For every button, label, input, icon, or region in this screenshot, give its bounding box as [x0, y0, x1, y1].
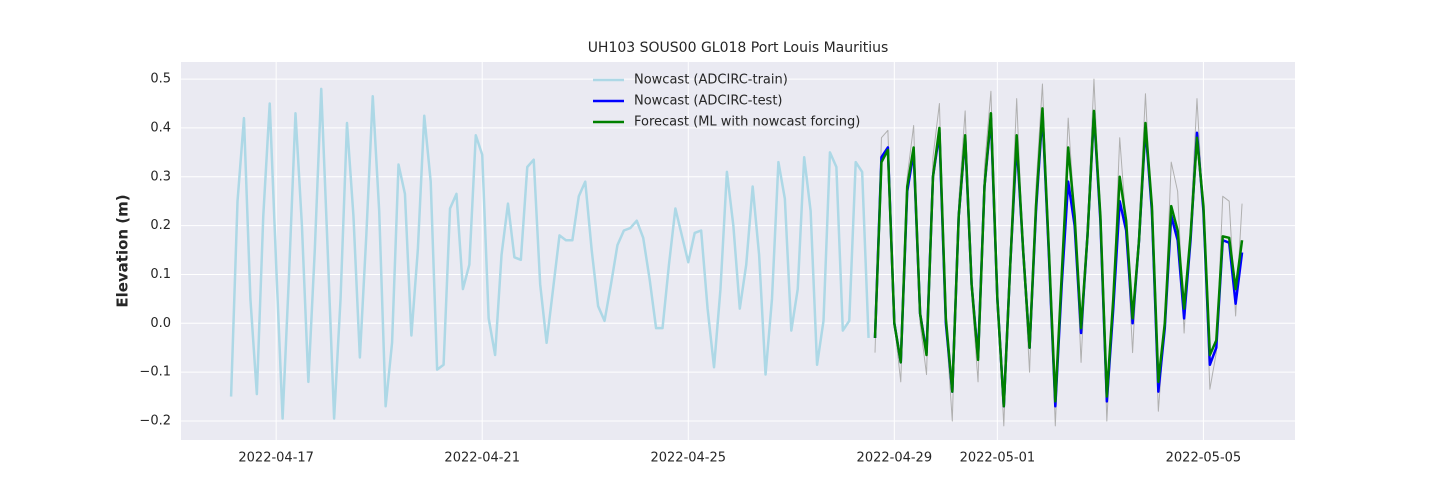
x-tick-label: 2022-05-05 [1166, 451, 1242, 466]
x-tick-label: 2022-04-29 [857, 451, 933, 466]
series-line [229, 87, 870, 420]
y-tick-label: 0.2 [150, 218, 171, 233]
y-tick-label: 0.1 [150, 267, 171, 282]
y-axis-label: Elevation (m) [114, 194, 132, 307]
y-tick-label: 0.5 [150, 72, 171, 87]
series-line [873, 107, 1244, 408]
x-tick-label: 2022-04-21 [444, 451, 520, 466]
x-tick-label: 2022-04-17 [238, 451, 314, 466]
legend-label: Forecast (ML with nowcast forcing) [634, 115, 860, 130]
y-tick-label: 0.3 [150, 169, 171, 184]
x-tick-label: 2022-04-25 [650, 451, 726, 466]
y-tick-label: −0.1 [139, 365, 171, 380]
chart-title: UH103 SOUS00 GL018 Port Louis Mauritius [588, 40, 889, 56]
labels: −0.2 −0.1 0.0 0.1 0.2 0.3 0.4 0.5 2022-04-17 2022… [139, 72, 1241, 466]
y-tick-label: 0.4 [150, 120, 171, 135]
legend-label: Nowcast (ADCIRC-train) [634, 73, 788, 88]
grid [181, 62, 1295, 440]
x-tick-label: 2022-05-01 [960, 451, 1036, 466]
legend-label: Nowcast (ADCIRC-test) [634, 94, 783, 109]
y-tick-label: −0.2 [139, 413, 171, 428]
lines [229, 78, 1244, 427]
y-tick-label: 0.0 [150, 316, 171, 331]
